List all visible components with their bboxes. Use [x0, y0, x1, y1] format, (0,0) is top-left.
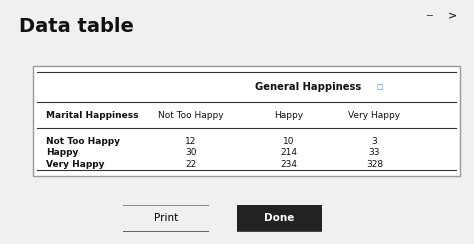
Text: Not Too Happy: Not Too Happy — [158, 112, 224, 121]
Text: Very Happy: Very Happy — [348, 112, 401, 121]
Text: Not Too Happy: Not Too Happy — [46, 136, 120, 145]
FancyBboxPatch shape — [235, 205, 325, 232]
Text: □: □ — [376, 84, 383, 90]
Text: Happy: Happy — [46, 148, 78, 157]
Text: Done: Done — [264, 214, 295, 223]
Text: 33: 33 — [369, 148, 380, 157]
Text: 10: 10 — [283, 136, 295, 145]
Text: >: > — [448, 11, 457, 21]
Text: 3: 3 — [372, 136, 377, 145]
Text: 328: 328 — [366, 160, 383, 169]
Text: ─: ─ — [426, 11, 432, 21]
Text: 22: 22 — [185, 160, 197, 169]
Text: Happy: Happy — [274, 112, 304, 121]
Text: General Happiness: General Happiness — [255, 82, 362, 92]
Text: Print: Print — [154, 214, 178, 223]
Text: 234: 234 — [281, 160, 298, 169]
Text: 30: 30 — [185, 148, 197, 157]
Text: Data table: Data table — [19, 17, 134, 36]
Text: Marital Happiness: Marital Happiness — [46, 112, 138, 121]
Text: Very Happy: Very Happy — [46, 160, 104, 169]
FancyBboxPatch shape — [121, 205, 211, 232]
Text: 12: 12 — [185, 136, 197, 145]
Text: 214: 214 — [281, 148, 298, 157]
